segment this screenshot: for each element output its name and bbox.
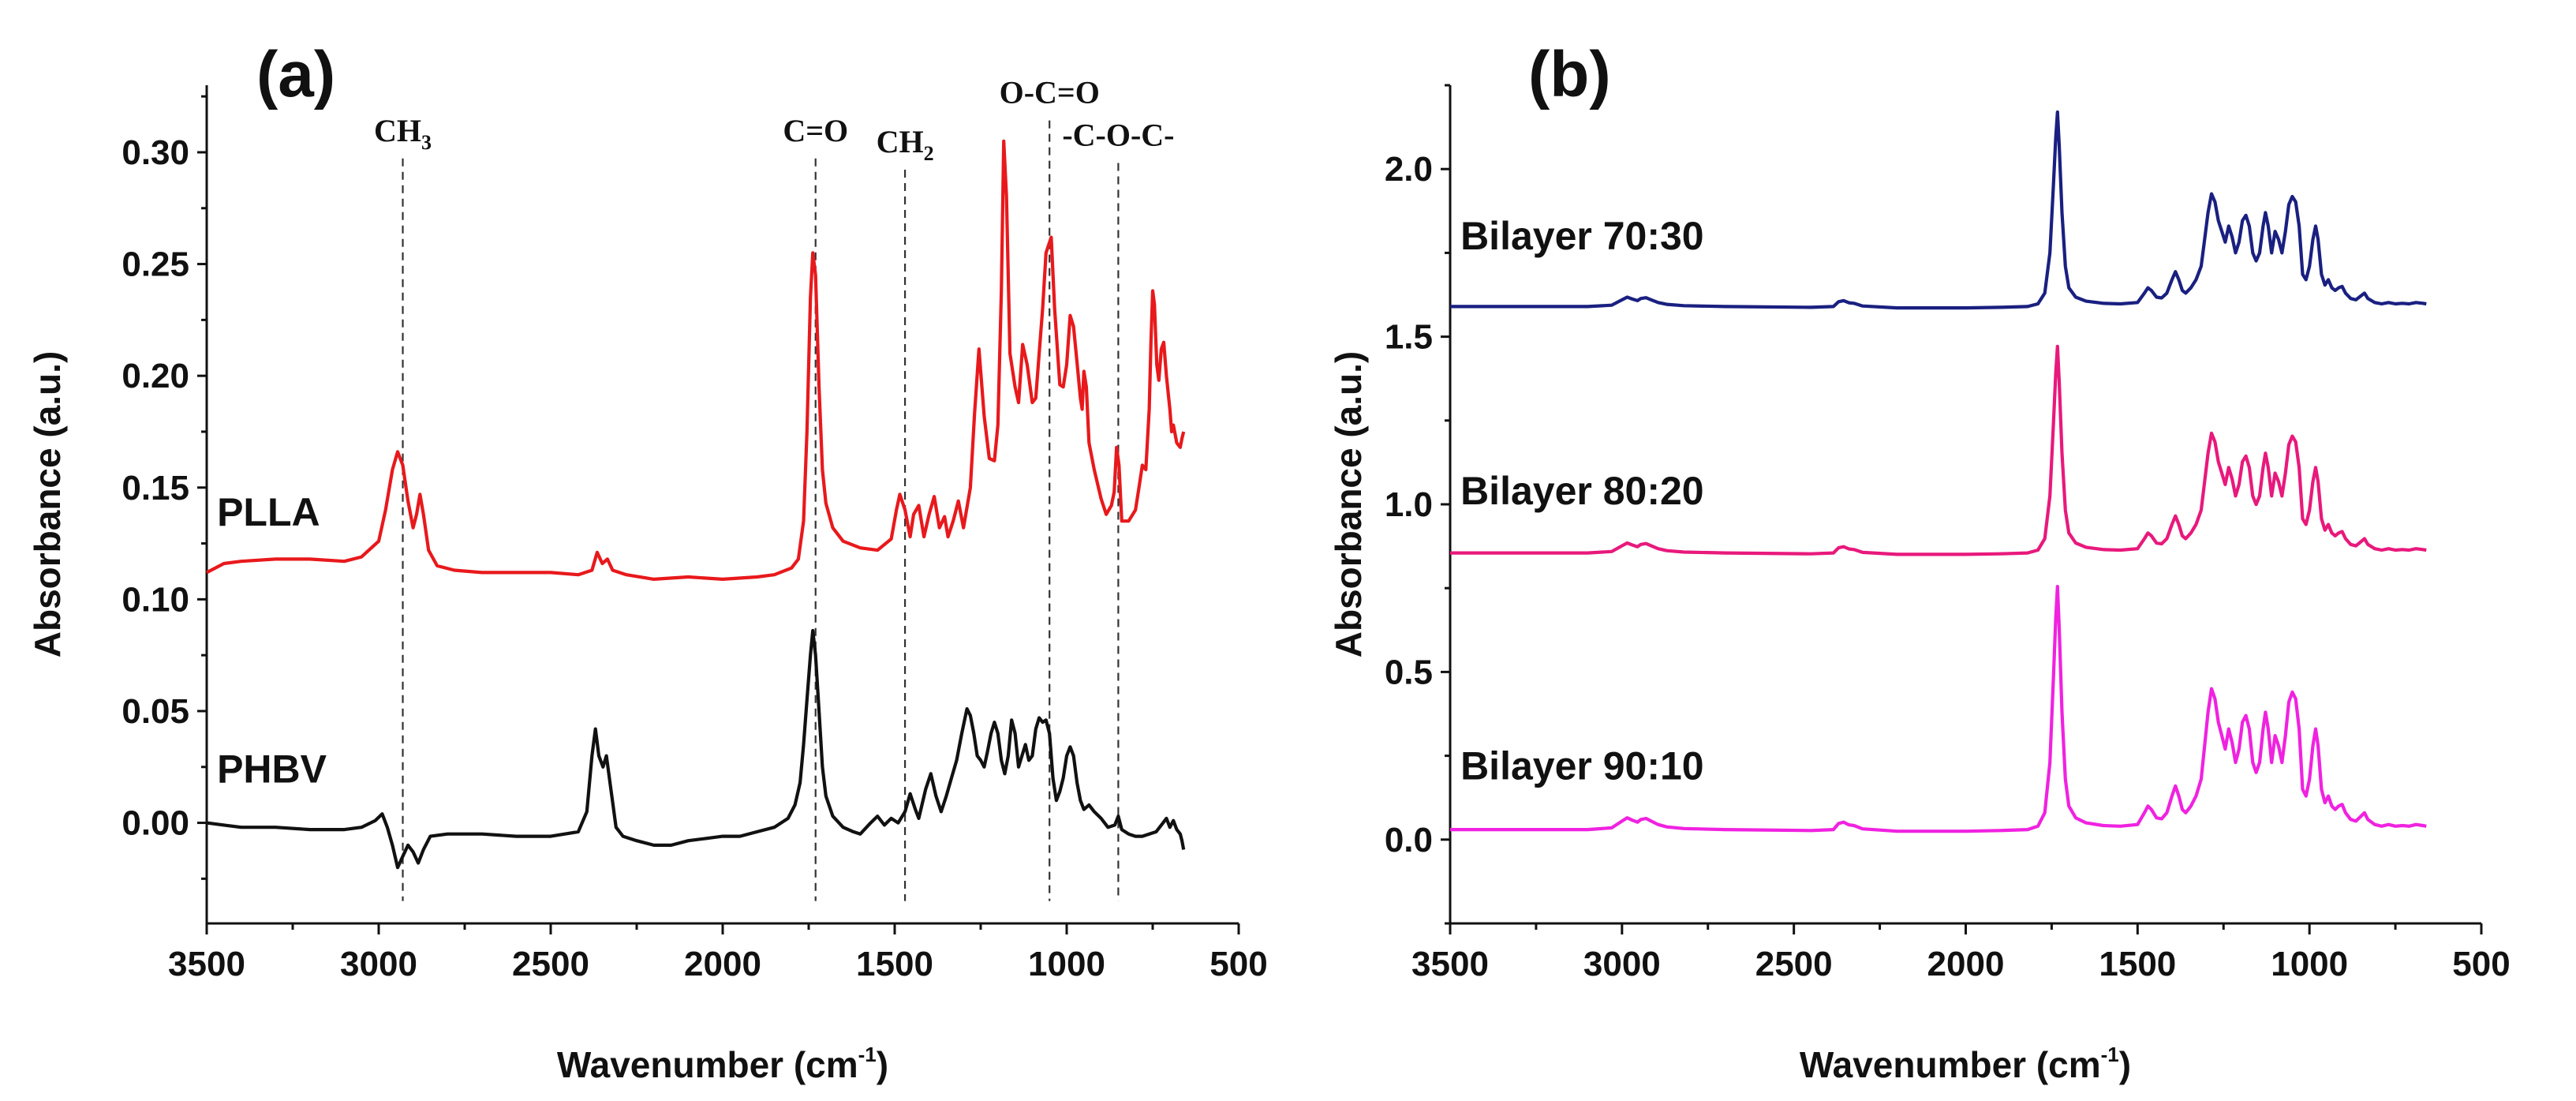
x-tick-label: 2500 <box>1755 945 1833 983</box>
panel-b-y-axis-label: Absorbance (a.u.) <box>1328 351 1369 658</box>
y-tick-label: 2.0 <box>1385 150 1433 189</box>
panel-b-label: (b) <box>1528 39 1611 110</box>
x-tick-label: 2500 <box>512 945 589 983</box>
panel-a: (a) 3500 3000 2500 2000 1500 1000 500 0.00 0.05… <box>27 39 1268 1085</box>
panel-a-label: (a) <box>256 39 335 110</box>
panel-a-annotations: CH3 C=O CH2 O-C=O -C-O-C- <box>374 75 1174 901</box>
annotation-label: -C-O-C- <box>1062 117 1174 152</box>
series-line-bilayer-1 <box>1450 110 2427 310</box>
y-tick-label: 0.10 <box>122 580 189 619</box>
y-tick-label: 0.5 <box>1385 653 1433 691</box>
series-label: Bilayer 70:30 <box>1460 214 1704 258</box>
y-tick-label: 0.30 <box>122 133 189 172</box>
panel-a-x-ticks: 3500 3000 2500 2000 1500 1000 500 <box>168 923 1268 983</box>
x-tick-label: 2000 <box>1927 945 2005 983</box>
x-tick-label: 1000 <box>1028 945 1105 983</box>
x-tick-label: 1000 <box>2271 945 2348 983</box>
x-tick-label: 1500 <box>856 945 933 983</box>
panel-b-series: Bilayer 70:30 Bilayer 80:20 Bilayer 90:10 <box>1450 110 2427 833</box>
x-tick-label: 1500 <box>2099 945 2176 983</box>
x-tick-label: 3000 <box>340 945 417 983</box>
y-tick-label: 0.20 <box>122 357 189 395</box>
panel-a-series: PLLA PHBV <box>206 139 1186 870</box>
series-line-plla <box>206 139 1186 581</box>
x-tick-label: 3500 <box>168 945 245 983</box>
series-line-bilayer-3 <box>1450 585 2427 833</box>
annotation-label: C=O <box>783 113 848 148</box>
series-line-bilayer-2 <box>1450 344 2427 556</box>
y-tick-label: 1.5 <box>1385 318 1433 357</box>
x-tick-label: 2000 <box>684 945 761 983</box>
panel-b-x-ticks: 3500 3000 2500 2000 1500 1000 500 <box>1411 923 2511 983</box>
x-tick-label: 3000 <box>1583 945 1661 983</box>
panel-a-y-ticks: 0.00 0.05 0.10 0.15 0.20 0.25 0.30 <box>122 95 207 880</box>
y-tick-label: 0.25 <box>122 245 189 284</box>
x-tick-label: 500 <box>2452 945 2510 983</box>
annotation-label: CH2 <box>877 124 934 165</box>
panel-b: (b) 3500 3000 2500 2000 1500 1000 500 0.0 0.5 1.… <box>1328 39 2511 1085</box>
y-tick-label: 0.05 <box>122 692 189 731</box>
series-label: Bilayer 80:20 <box>1460 469 1704 513</box>
panel-b-y-ticks: 0.0 0.5 1.0 1.5 2.0 <box>1385 84 1450 925</box>
panel-a-y-axis-label: Absorbance (a.u.) <box>27 351 68 658</box>
series-label: PHBV <box>217 747 327 792</box>
y-tick-label: 0.15 <box>122 469 189 507</box>
panel-a-x-axis-label: Wavenumber (cm-1) <box>557 1043 888 1085</box>
series-label: PLLA <box>217 490 320 534</box>
y-tick-label: 0.00 <box>122 804 189 843</box>
annotation-label: O-C=O <box>1000 75 1100 110</box>
series-line-phbv <box>206 628 1186 870</box>
y-tick-label: 1.0 <box>1385 485 1433 524</box>
series-label: Bilayer 90:10 <box>1460 743 1704 788</box>
panel-b-x-axis-label: Wavenumber (cm-1) <box>1800 1043 2131 1085</box>
y-tick-label: 0.0 <box>1385 821 1433 859</box>
x-tick-label: 3500 <box>1411 945 1489 983</box>
x-tick-label: 500 <box>1209 945 1267 983</box>
annotation-label: CH3 <box>374 113 432 154</box>
